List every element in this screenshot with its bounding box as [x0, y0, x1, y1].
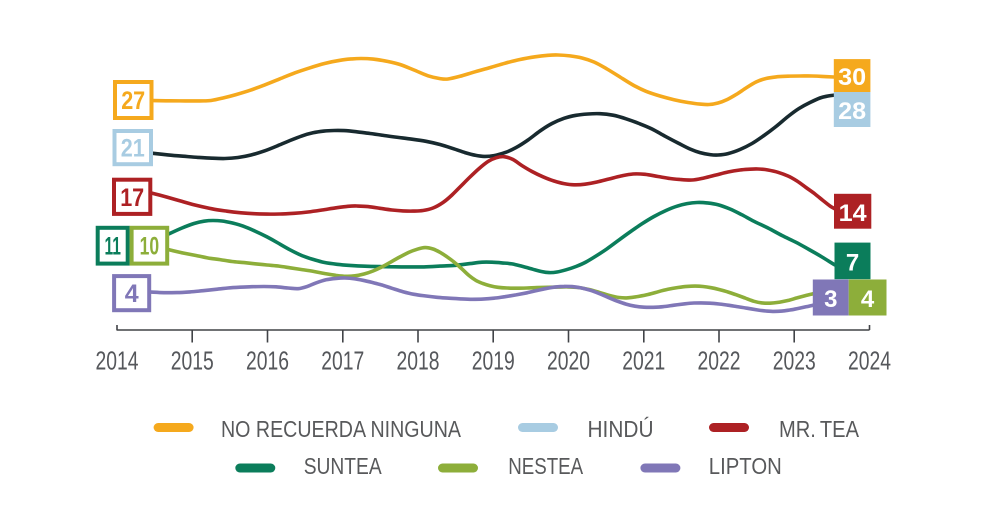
svg-text:21: 21: [121, 135, 145, 163]
svg-text:2024: 2024: [848, 346, 891, 376]
svg-text:11: 11: [104, 233, 121, 261]
svg-text:2023: 2023: [773, 346, 816, 376]
svg-text:2018: 2018: [397, 346, 440, 376]
svg-text:14: 14: [839, 200, 868, 227]
svg-text:SUNTEA: SUNTEA: [304, 453, 382, 479]
svg-text:NO RECUERDA NINGUNA: NO RECUERDA NINGUNA: [221, 416, 461, 442]
svg-text:2020: 2020: [547, 346, 590, 376]
svg-text:17: 17: [120, 184, 144, 212]
svg-text:4: 4: [861, 286, 875, 313]
svg-text:2022: 2022: [698, 346, 741, 376]
svg-text:MR. TEA: MR. TEA: [779, 416, 859, 442]
svg-text:2019: 2019: [472, 346, 515, 376]
svg-text:27: 27: [121, 87, 145, 115]
svg-text:2016: 2016: [246, 346, 289, 376]
svg-text:HINDÚ: HINDÚ: [588, 416, 654, 442]
svg-text:2017: 2017: [321, 346, 364, 376]
svg-text:30: 30: [838, 64, 866, 91]
svg-text:10: 10: [140, 233, 160, 261]
svg-text:2014: 2014: [96, 346, 139, 376]
svg-text:NESTEA: NESTEA: [508, 453, 583, 479]
svg-text:3: 3: [824, 286, 837, 313]
svg-text:2021: 2021: [622, 346, 665, 376]
svg-text:4: 4: [125, 280, 139, 308]
svg-text:2015: 2015: [171, 346, 214, 376]
svg-text:28: 28: [838, 98, 866, 125]
svg-text:7: 7: [846, 249, 859, 276]
svg-text:LIPTON: LIPTON: [709, 453, 782, 479]
